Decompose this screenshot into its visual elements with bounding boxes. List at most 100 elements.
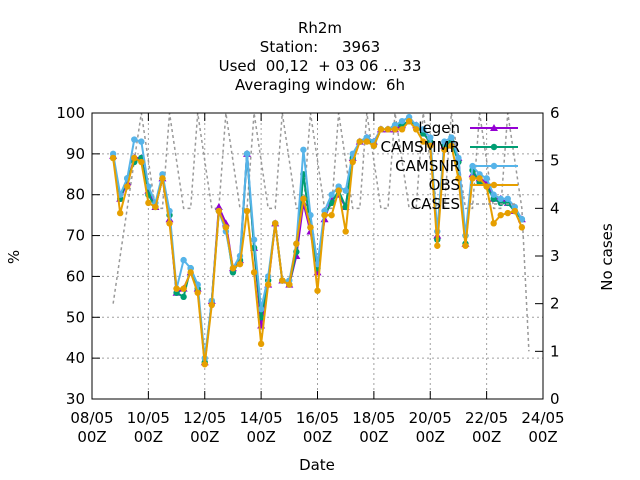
data-point-obs [236, 260, 244, 268]
x-tick-label: 00Z [528, 428, 557, 446]
data-point-camsnr [300, 146, 307, 153]
x-axis-ticks: 08/0500Z10/0500Z12/0500Z14/0500Z16/0500Z… [70, 113, 565, 446]
data-point-camsnr [328, 191, 335, 198]
y-tick-label: 70 [66, 227, 85, 245]
data-point-obs [490, 220, 497, 227]
data-point-obs [159, 175, 166, 182]
data-point-camsnr [250, 236, 258, 243]
y2-axis-label: No cases [598, 223, 616, 291]
data-point-camsmmr [180, 293, 187, 301]
data-point-obs [307, 224, 314, 231]
y2-tick-label: 1 [550, 342, 560, 360]
data-point-camsnr [455, 154, 462, 162]
data-point-camsnr [243, 150, 251, 158]
x-tick-label: 00Z [246, 428, 275, 446]
data-point-obs [511, 207, 519, 215]
data-point-camsnr [441, 138, 448, 145]
legend-label-camsnr: CAMSNR [395, 157, 460, 175]
data-point-obs [476, 175, 483, 182]
data-point-obs [377, 126, 385, 133]
data-point-camsnr [427, 134, 434, 141]
x-tick-label: 18/05 [352, 409, 395, 427]
y2-tick-label: 0 [550, 390, 560, 408]
title-line-1: Rh2m [298, 19, 342, 37]
legend-label-camsmmr: CAMSMMR [380, 138, 460, 156]
data-point-obs [462, 242, 469, 249]
title-line-4: Averaging window: 6h [235, 76, 405, 94]
data-point-obs [328, 211, 335, 219]
x-tick-label: 24/05 [521, 409, 564, 427]
data-point-obs [335, 187, 342, 194]
y2-axis-ticks: 0 1 2 3 4 5 6 [535, 104, 560, 408]
data-point-camsmmr [328, 199, 335, 207]
data-point-obs [405, 117, 413, 125]
x-axis-label: Date [299, 456, 335, 474]
data-point-camsnr [483, 175, 490, 182]
data-point-obs [321, 211, 328, 219]
data-point-obs [243, 207, 251, 215]
data-point-obs [257, 340, 265, 348]
data-point-obs [215, 207, 223, 215]
data-point-camsnr [342, 187, 349, 194]
data-point-obs [229, 265, 237, 272]
data-point-obs [293, 240, 300, 247]
legend-marker-camsnr [490, 162, 498, 170]
data-point-obs [370, 142, 378, 149]
data-point-obs [391, 126, 399, 133]
data-point-obs [279, 277, 286, 284]
data-point-camsnr [131, 136, 138, 143]
y2-tick-label: 3 [550, 247, 560, 265]
y2-tick-label: 4 [550, 199, 560, 217]
y-tick-label: 90 [66, 145, 85, 163]
data-point-obs [131, 154, 138, 162]
y-tick-label: 100 [56, 104, 85, 122]
data-point-obs [441, 146, 448, 153]
data-point-obs [420, 138, 427, 145]
data-point-obs [356, 138, 363, 145]
data-point-obs [180, 285, 187, 292]
x-tick-label: 00Z [303, 428, 332, 446]
y-tick-label: 30 [66, 390, 85, 408]
x-tick-label: 00Z [134, 428, 163, 446]
data-point-obs [455, 175, 462, 182]
data-point-obs [109, 154, 117, 162]
data-point-obs [469, 175, 476, 182]
data-point-obs [166, 220, 173, 227]
data-point-camsnr [420, 126, 427, 133]
data-point-obs [173, 285, 180, 292]
data-point-camsnr [518, 216, 526, 223]
legend-marker-obs [490, 181, 498, 189]
data-point-obs [250, 269, 258, 276]
data-point-camsnr [257, 305, 265, 313]
data-point-obs [412, 126, 420, 133]
data-point-obs [145, 199, 152, 207]
data-point-camsnr [504, 195, 511, 202]
data-point-obs [448, 142, 455, 149]
data-point-obs [384, 126, 392, 133]
title-line-2: Station: 3963 [260, 38, 380, 56]
x-tick-label: 20/05 [409, 409, 452, 427]
data-point-obs [398, 126, 406, 133]
legend-label-cases: CASES [411, 195, 460, 213]
data-point-obs [272, 220, 279, 227]
data-point-obs [264, 281, 272, 288]
data-point-obs [300, 195, 307, 202]
y2-tick-label: 5 [550, 152, 560, 170]
x-tick-label: 22/05 [465, 409, 508, 427]
x-tick-label: 00Z [416, 428, 445, 446]
legend-label-obs: OBS [429, 176, 460, 194]
data-point-obs [518, 224, 526, 231]
chart-title: Rh2m Station: 3963 Used 00,12 + 03 06 ..… [219, 19, 422, 94]
x-tick-label: 00Z [77, 428, 106, 446]
data-point-obs [138, 158, 145, 166]
y-tick-label: 40 [66, 349, 85, 367]
y-tick-label: 60 [66, 267, 85, 285]
x-tick-label: 16/05 [296, 409, 339, 427]
data-point-camsnr [180, 256, 187, 264]
data-point-obs [286, 281, 293, 288]
x-tick-label: 08/05 [70, 409, 113, 427]
y-axis-ticks: 30 40 50 60 70 80 90 100 [56, 104, 100, 408]
data-point-obs [201, 361, 208, 368]
